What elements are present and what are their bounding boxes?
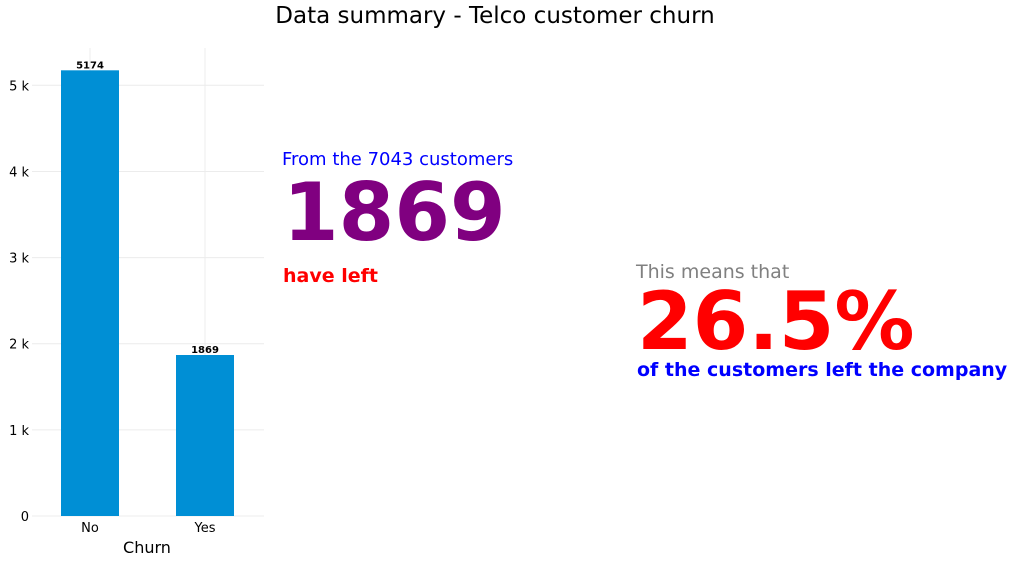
x-tick-label: No [81, 521, 99, 536]
y-tick-label: 4 k [9, 165, 29, 180]
bar-data-label: 1869 [191, 345, 219, 356]
churn-percentage: 26.5% [637, 275, 915, 368]
churned-count: 1869 [283, 166, 506, 259]
means-that-text: This means that [636, 261, 790, 283]
y-tick-label: 2 k [9, 338, 29, 353]
total-customers-text: From the 7043 customers [282, 149, 514, 170]
x-axis-ticks: No Yes [81, 521, 216, 536]
y-tick-label: 3 k [9, 252, 29, 267]
y-tick-label: 5 k [9, 79, 29, 94]
bar-no [61, 70, 119, 516]
churn-percentage-caption: of the customers left the company [637, 359, 1008, 381]
bar-data-label: 5174 [76, 60, 104, 71]
x-axis-title: Churn [123, 538, 171, 557]
have-left-text: have left [283, 265, 378, 287]
y-axis-ticks: 0 1 k 2 k 3 k 4 k 5 k [9, 79, 29, 525]
y-tick-label: 0 [21, 510, 29, 525]
y-tick-label: 1 k [9, 424, 29, 439]
bar-data-labels: 5174 1869 [76, 60, 219, 356]
churn-bar-chart: 0 1 k 2 k 3 k 4 k 5 k 5174 1869 No Yes Churn [9, 48, 264, 557]
bars [61, 70, 234, 516]
bar-yes [176, 355, 234, 516]
x-tick-label: Yes [194, 521, 216, 536]
chart-title: Data summary - Telco customer churn [275, 3, 715, 29]
